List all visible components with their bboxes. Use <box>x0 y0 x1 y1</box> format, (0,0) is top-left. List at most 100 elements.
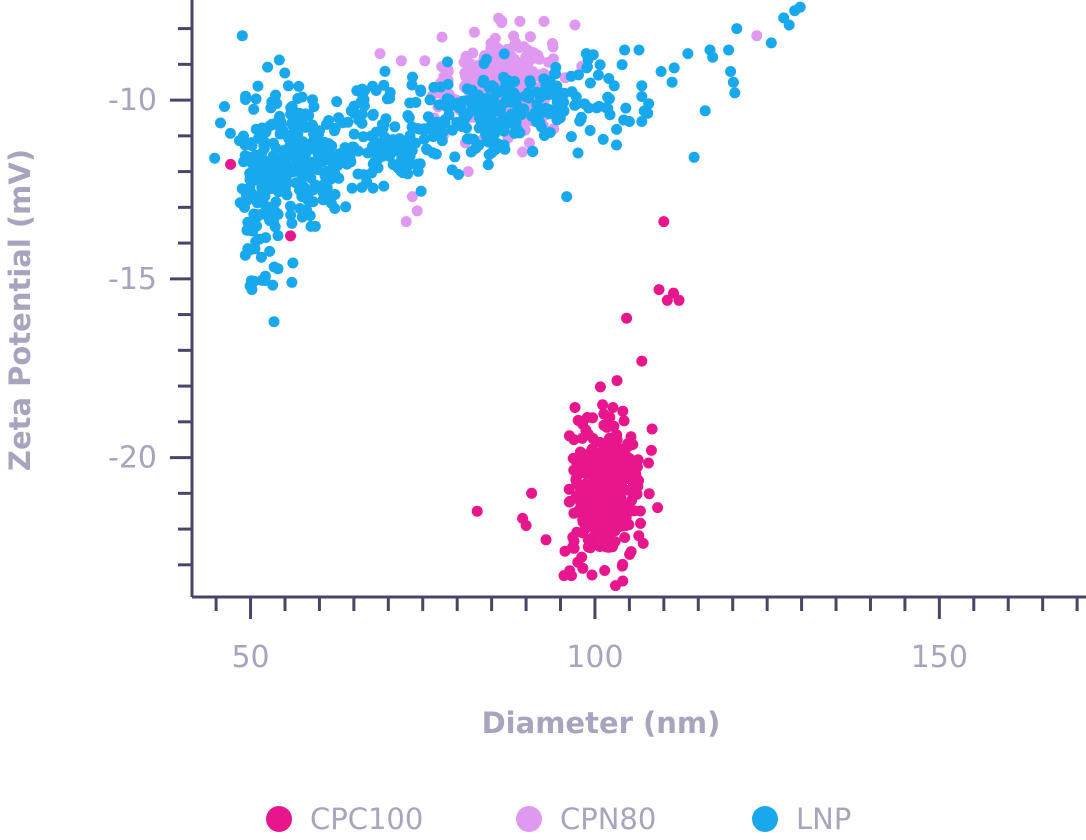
data-point-lnp <box>526 110 538 122</box>
data-point-cpc100 <box>614 494 626 506</box>
data-point-cpc100 <box>563 483 575 495</box>
data-point-lnp <box>765 37 777 49</box>
data-point-lnp <box>215 117 226 129</box>
data-point-lnp <box>287 257 299 269</box>
data-point-lnp <box>580 48 592 60</box>
data-point-cpc100 <box>617 520 629 532</box>
data-point-lnp <box>547 81 559 93</box>
data-point-lnp <box>407 71 418 83</box>
data-point-lnp <box>292 93 304 104</box>
data-point-lnp <box>473 139 485 151</box>
legend-marker-cpn80 <box>516 806 542 832</box>
data-point-lnp <box>482 159 494 171</box>
legend-label-lnp: LNP <box>796 802 851 836</box>
data-point-lnp <box>256 274 268 286</box>
data-point-lnp <box>314 181 326 193</box>
data-point-lnp <box>356 181 368 193</box>
data-point-cpn80 <box>547 41 559 53</box>
data-point-lnp <box>263 209 275 220</box>
data-point-lnp <box>367 80 379 92</box>
data-point-lnp <box>570 91 582 103</box>
data-point-lnp <box>464 133 476 145</box>
data-point-cpc100 <box>632 454 644 466</box>
data-point-lnp <box>255 175 267 187</box>
data-point-cpn80 <box>493 12 505 24</box>
data-point-lnp <box>527 145 538 157</box>
data-point-lnp <box>307 196 319 208</box>
data-point-cpc100 <box>611 473 623 485</box>
data-point-cpc100 <box>630 467 641 479</box>
data-point-cpc100 <box>595 455 607 466</box>
data-point-cpc100 <box>520 520 532 531</box>
data-point-cpn80 <box>462 166 474 178</box>
data-point-cpc100 <box>572 414 584 426</box>
data-point-lnp <box>633 44 645 56</box>
data-point-lnp <box>342 116 354 128</box>
data-point-lnp <box>260 232 272 244</box>
data-point-cpc100 <box>617 510 628 522</box>
data-point-lnp <box>723 44 735 56</box>
data-point-lnp <box>348 128 360 140</box>
data-point-cpc100 <box>627 439 639 450</box>
data-point-lnp <box>729 87 741 99</box>
data-point-lnp <box>431 116 443 128</box>
data-point-lnp <box>238 130 249 142</box>
data-point-cpc100 <box>673 294 685 306</box>
data-point-lnp <box>378 79 390 91</box>
data-point-cpn80 <box>458 56 470 68</box>
y-tick-label: -15 <box>108 262 157 297</box>
data-point-lnp <box>270 142 282 154</box>
data-point-lnp <box>561 191 573 203</box>
data-point-cpc100 <box>285 230 296 242</box>
data-point-lnp <box>439 117 451 129</box>
data-point-lnp <box>209 152 221 164</box>
data-point-lnp <box>265 102 277 114</box>
data-point-cpc100 <box>601 500 613 512</box>
data-point-cpc100 <box>568 535 580 547</box>
data-point-cpn80 <box>419 55 431 67</box>
data-point-lnp <box>699 105 711 117</box>
data-point-lnp <box>594 59 606 71</box>
data-point-lnp <box>282 130 293 142</box>
data-point-lnp <box>553 111 565 123</box>
data-point-cpn80 <box>374 48 386 60</box>
data-point-cpn80 <box>547 53 559 65</box>
data-point-lnp <box>531 99 543 111</box>
data-point-lnp <box>602 91 614 103</box>
data-point-lnp <box>267 173 279 185</box>
data-point-cpc100 <box>590 474 602 486</box>
data-point-lnp <box>591 102 603 114</box>
data-point-lnp <box>584 77 596 89</box>
data-point-cpc100 <box>658 216 670 228</box>
data-point-lnp <box>481 133 493 145</box>
data-point-lnp <box>257 194 269 206</box>
data-point-cpc100 <box>608 431 620 443</box>
data-point-lnp <box>250 212 262 224</box>
data-point-lnp <box>492 138 504 150</box>
data-point-lnp <box>592 69 604 81</box>
data-point-lnp <box>604 109 616 121</box>
data-point-lnp <box>256 122 268 134</box>
data-point-lnp <box>536 121 547 133</box>
data-point-lnp <box>236 183 248 195</box>
data-point-lnp <box>384 139 396 151</box>
data-point-lnp <box>219 101 230 112</box>
data-point-cpc100 <box>617 405 629 417</box>
data-point-lnp <box>268 316 280 328</box>
data-point-lnp <box>326 140 338 152</box>
data-point-lnp <box>312 160 324 172</box>
data-point-lnp <box>262 61 274 73</box>
data-point-lnp <box>511 91 523 103</box>
data-point-lnp <box>248 103 260 115</box>
data-point-lnp <box>616 59 628 71</box>
data-point-lnp <box>264 245 276 257</box>
data-point-lnp <box>345 156 357 168</box>
data-point-lnp <box>294 203 306 214</box>
data-point-lnp <box>619 44 631 56</box>
data-point-cpc100 <box>636 355 648 367</box>
data-point-cpc100 <box>609 516 621 528</box>
data-point-lnp <box>367 158 379 170</box>
data-point-cpc100 <box>568 434 580 446</box>
data-point-lnp <box>474 105 486 117</box>
